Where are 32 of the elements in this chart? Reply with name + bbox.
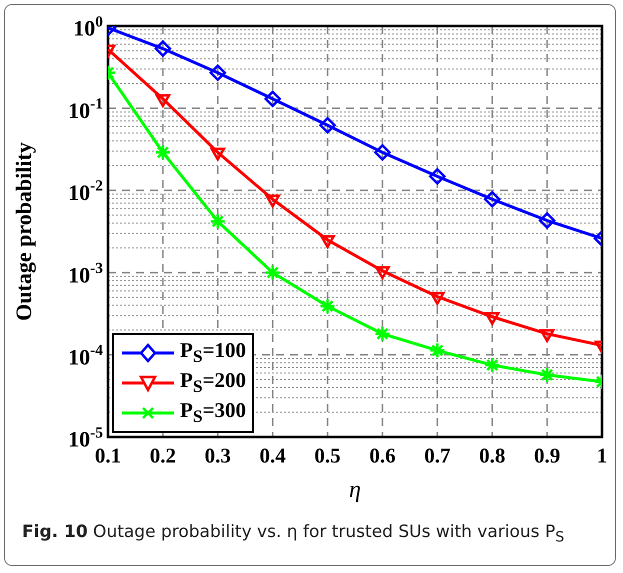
x-tick-label: 0.5	[314, 443, 341, 468]
caption: Fig. 10 Outage probability vs. η for trusted SUs with various P$_{S}$	[22, 522, 564, 546]
x-tick-label: 0.3	[204, 443, 231, 468]
x-tick-label: 1	[596, 443, 608, 468]
point	[264, 90, 281, 108]
x-axis-title: η	[349, 476, 361, 503]
point	[484, 356, 500, 374]
legend-label: P$_{S}$=100	[180, 338, 246, 368]
x-tick-label: 0.4	[260, 443, 286, 468]
point	[154, 40, 172, 57]
point	[484, 191, 500, 208]
x-tick-label: 0.6	[369, 443, 396, 468]
point	[154, 144, 172, 161]
point	[538, 212, 556, 229]
point	[210, 213, 226, 230]
y-axis-title: Outage probability	[10, 142, 36, 321]
point	[429, 168, 446, 185]
legend-label: P$_{S}$=300	[180, 398, 246, 428]
point	[538, 366, 556, 384]
point	[210, 64, 226, 81]
point	[319, 117, 336, 134]
point	[374, 326, 391, 342]
point	[430, 292, 445, 305]
x-tick-label: 0.9	[534, 443, 560, 468]
legend-label: P$_{S}$=200	[180, 368, 246, 398]
point	[374, 144, 391, 161]
x-tick-label: 0.8	[479, 443, 506, 468]
x-tick-label: 0.7	[424, 443, 450, 468]
point	[319, 298, 336, 314]
x-tick-label: 0.2	[150, 443, 176, 468]
point	[264, 264, 281, 281]
point	[429, 342, 446, 359]
